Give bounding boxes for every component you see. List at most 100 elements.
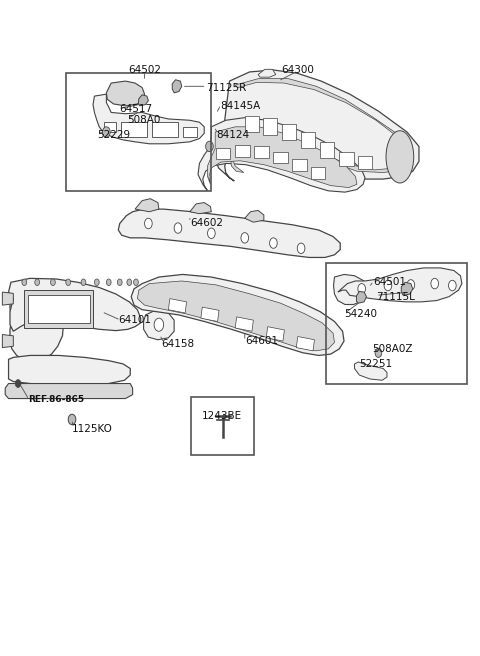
Polygon shape xyxy=(135,199,159,212)
Text: 54240: 54240 xyxy=(344,308,377,319)
Circle shape xyxy=(133,279,138,285)
Bar xyxy=(235,145,250,157)
Polygon shape xyxy=(107,81,144,106)
Polygon shape xyxy=(207,127,357,188)
Polygon shape xyxy=(215,70,419,181)
Circle shape xyxy=(117,279,122,285)
Bar xyxy=(254,146,269,158)
Bar xyxy=(152,122,178,136)
Polygon shape xyxy=(201,307,219,321)
Bar xyxy=(120,122,147,136)
Circle shape xyxy=(375,348,382,358)
Circle shape xyxy=(95,279,99,285)
Polygon shape xyxy=(355,362,387,380)
Circle shape xyxy=(154,318,164,331)
Text: 84124: 84124 xyxy=(216,131,250,140)
Circle shape xyxy=(35,279,39,285)
Circle shape xyxy=(297,243,305,253)
Circle shape xyxy=(207,228,215,239)
Circle shape xyxy=(174,223,182,234)
Bar xyxy=(339,152,354,166)
Bar xyxy=(301,132,315,148)
Polygon shape xyxy=(258,70,276,77)
Circle shape xyxy=(407,279,415,290)
Ellipse shape xyxy=(386,131,414,183)
Polygon shape xyxy=(137,281,335,351)
Polygon shape xyxy=(131,274,344,356)
Text: 64602: 64602 xyxy=(190,218,223,228)
Text: 64101: 64101 xyxy=(118,315,151,325)
Bar xyxy=(311,167,325,179)
Bar xyxy=(216,148,230,159)
Polygon shape xyxy=(10,281,63,362)
Circle shape xyxy=(107,279,111,285)
Polygon shape xyxy=(190,203,211,214)
Polygon shape xyxy=(334,274,368,304)
Circle shape xyxy=(205,141,213,152)
Circle shape xyxy=(270,238,277,249)
Polygon shape xyxy=(245,211,264,222)
Polygon shape xyxy=(168,298,187,313)
Circle shape xyxy=(22,279,27,285)
Bar xyxy=(104,122,116,132)
Polygon shape xyxy=(172,80,182,93)
Bar xyxy=(66,73,211,191)
Polygon shape xyxy=(2,335,13,348)
Polygon shape xyxy=(118,209,340,257)
Polygon shape xyxy=(9,278,141,331)
Polygon shape xyxy=(2,292,13,305)
Bar xyxy=(274,152,288,163)
Circle shape xyxy=(448,280,456,291)
Text: 508A0Z: 508A0Z xyxy=(372,344,413,354)
Circle shape xyxy=(103,127,110,137)
Polygon shape xyxy=(144,310,174,340)
Text: 64158: 64158 xyxy=(161,339,194,350)
Polygon shape xyxy=(357,291,366,303)
Polygon shape xyxy=(230,79,413,173)
Circle shape xyxy=(358,283,365,294)
Circle shape xyxy=(384,280,392,291)
Bar xyxy=(263,118,277,134)
Text: 64300: 64300 xyxy=(281,65,314,75)
Polygon shape xyxy=(93,94,204,144)
Polygon shape xyxy=(198,117,365,192)
Bar xyxy=(24,290,94,328)
Circle shape xyxy=(66,279,71,285)
Circle shape xyxy=(15,380,21,388)
Bar xyxy=(359,155,372,169)
Circle shape xyxy=(241,233,249,243)
Bar xyxy=(183,127,197,136)
Bar xyxy=(320,142,335,158)
Text: 1243BE: 1243BE xyxy=(202,411,242,420)
Polygon shape xyxy=(9,356,130,386)
Circle shape xyxy=(127,279,132,285)
Circle shape xyxy=(50,279,55,285)
Bar xyxy=(326,262,467,384)
Circle shape xyxy=(81,279,86,285)
Polygon shape xyxy=(235,317,253,331)
Polygon shape xyxy=(338,268,462,302)
Text: 52251: 52251 xyxy=(360,359,393,369)
Text: 64517: 64517 xyxy=(120,104,153,113)
Bar xyxy=(28,295,90,323)
Text: 71125R: 71125R xyxy=(206,83,247,92)
Bar xyxy=(282,123,296,140)
Text: 71115L: 71115L xyxy=(376,292,415,302)
Circle shape xyxy=(431,278,439,289)
Text: REF.86-865: REF.86-865 xyxy=(28,396,84,404)
Bar xyxy=(192,397,254,455)
Text: 52229: 52229 xyxy=(97,131,130,140)
Circle shape xyxy=(68,414,76,424)
Text: 1125KO: 1125KO xyxy=(72,424,113,434)
Polygon shape xyxy=(138,95,148,106)
Text: 508A0: 508A0 xyxy=(127,115,161,125)
Polygon shape xyxy=(401,282,413,295)
Polygon shape xyxy=(5,384,132,399)
Polygon shape xyxy=(266,327,284,341)
Text: 64501: 64501 xyxy=(373,277,407,287)
Text: 64502: 64502 xyxy=(128,65,161,75)
Bar xyxy=(245,115,259,132)
Text: 64601: 64601 xyxy=(245,336,278,346)
Polygon shape xyxy=(296,337,314,351)
Circle shape xyxy=(144,218,152,229)
